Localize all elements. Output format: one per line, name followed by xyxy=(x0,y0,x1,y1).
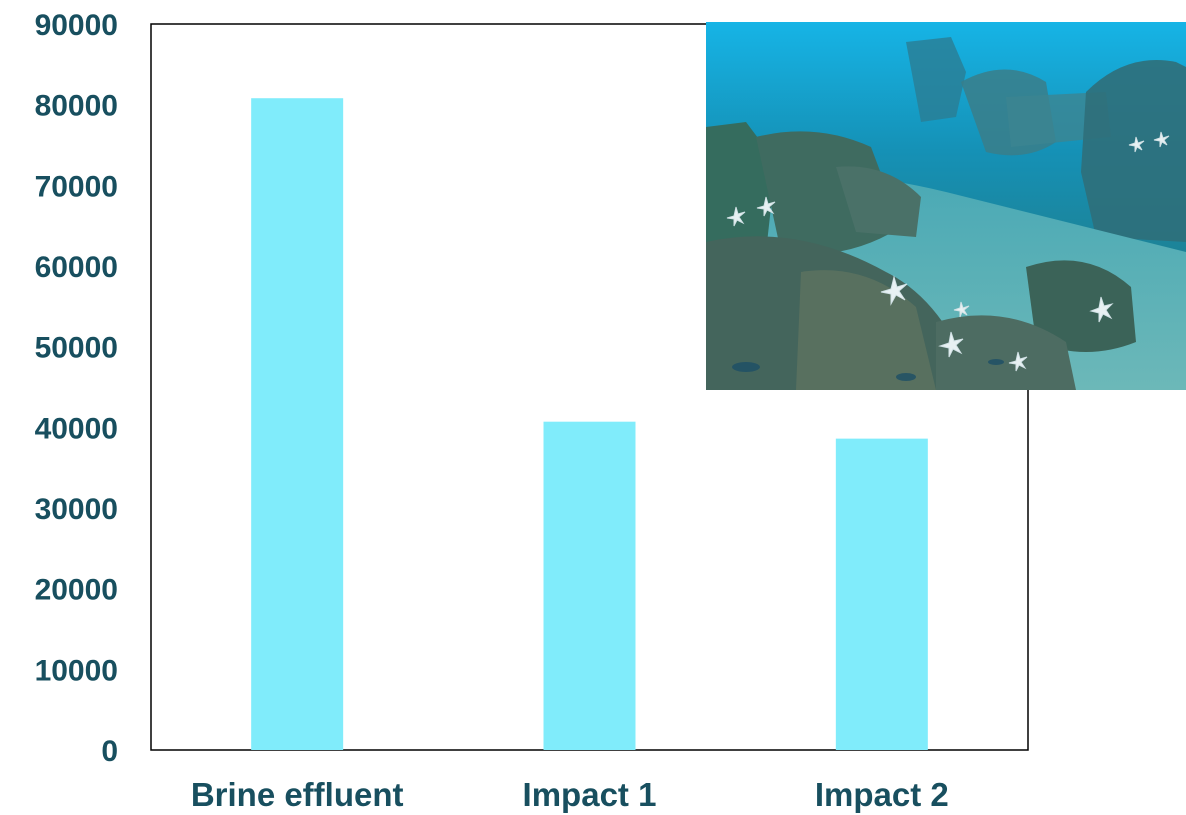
y-tick-label: 90000 xyxy=(35,9,118,42)
underwater-photo xyxy=(706,22,1186,390)
y-tick-label: 40000 xyxy=(35,412,118,445)
y-tick-label: 30000 xyxy=(35,493,118,526)
y-tick-label: 60000 xyxy=(35,251,118,284)
y-tick-label: 80000 xyxy=(35,90,118,123)
y-tick-label: 70000 xyxy=(35,170,118,203)
x-category-label: Brine effluent xyxy=(191,776,404,813)
x-axis-labels: Brine effluent Impact 1 Impact 2 xyxy=(191,776,949,813)
y-tick-label: 10000 xyxy=(35,654,118,687)
y-axis-ticks: 0 10000 20000 30000 40000 50000 60000 70000 8000… xyxy=(35,9,118,768)
x-category-label: Impact 1 xyxy=(523,776,657,813)
y-tick-label: 20000 xyxy=(35,574,118,607)
y-tick-label: 0 xyxy=(101,735,118,768)
bar xyxy=(251,98,344,751)
bar xyxy=(543,421,636,750)
bar xyxy=(835,438,928,750)
underwater-photo-icon xyxy=(706,22,1186,390)
bars xyxy=(251,98,928,751)
y-tick-label: 50000 xyxy=(35,332,118,365)
x-category-label: Impact 2 xyxy=(815,776,949,813)
